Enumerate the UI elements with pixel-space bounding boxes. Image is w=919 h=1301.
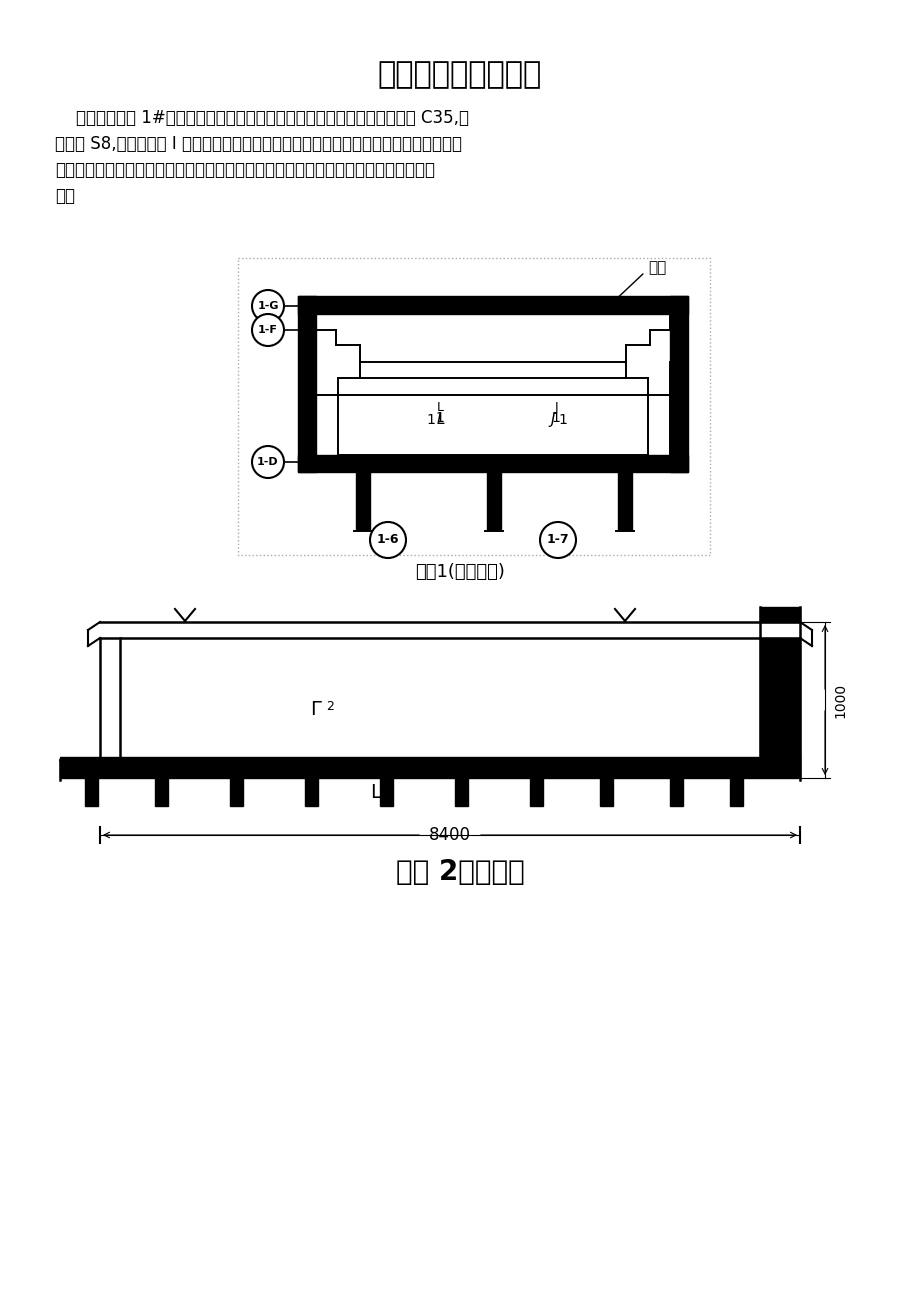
Polygon shape [154, 778, 168, 807]
Polygon shape [486, 472, 501, 530]
Text: L: L [369, 783, 380, 803]
Circle shape [539, 522, 575, 558]
Polygon shape [356, 472, 369, 530]
Circle shape [252, 314, 284, 346]
Polygon shape [669, 297, 687, 472]
Polygon shape [669, 778, 682, 807]
Text: 部位 2（外墙）: 部位 2（外墙） [395, 857, 524, 886]
Polygon shape [298, 297, 315, 472]
Text: 地下室试水施工方案: 地下室试水施工方案 [378, 61, 541, 90]
Text: 1000: 1000 [832, 683, 846, 718]
Text: 风口: 风口 [647, 260, 665, 276]
Text: 下室工程主体已施工完毕，我项目部拟采用局部试水方案进行试水检测，试水部位见下: 下室工程主体已施工完毕，我项目部拟采用局部试水方案进行试水检测，试水部位见下 [55, 161, 435, 180]
Polygon shape [759, 608, 800, 622]
Text: 1: 1 [435, 411, 444, 425]
Polygon shape [599, 778, 612, 807]
Polygon shape [759, 637, 800, 775]
Text: 七星四季花园 1#楼工程，地下二层设计采用防水密实性混凝土，强度等级 C35,抗: 七星四季花园 1#楼工程，地下二层设计采用防水密实性混凝土，强度等级 C35,抗 [55, 109, 469, 127]
Text: 图：: 图： [55, 187, 75, 206]
Text: Γ: Γ [310, 700, 321, 719]
Circle shape [369, 522, 405, 558]
Polygon shape [298, 455, 687, 472]
Text: J: J [553, 402, 557, 415]
Circle shape [252, 290, 284, 323]
Text: 1-G: 1-G [257, 301, 278, 311]
Polygon shape [305, 778, 318, 807]
Text: L: L [437, 412, 445, 428]
Text: 1-D: 1-D [257, 457, 278, 467]
Text: 1-6: 1-6 [377, 533, 399, 546]
Text: J: J [550, 412, 554, 428]
Polygon shape [380, 778, 392, 807]
Text: 2: 2 [384, 783, 392, 796]
Polygon shape [60, 757, 800, 778]
Text: 1-7: 1-7 [546, 533, 569, 546]
Text: 1: 1 [425, 412, 435, 427]
Polygon shape [729, 778, 743, 807]
Text: 1: 1 [558, 412, 566, 427]
Circle shape [252, 446, 284, 477]
Text: 8400: 8400 [428, 826, 471, 844]
Polygon shape [230, 778, 243, 807]
Polygon shape [618, 472, 631, 530]
Polygon shape [298, 297, 687, 314]
Text: 1: 1 [551, 411, 560, 425]
Text: 1-F: 1-F [258, 325, 278, 334]
Polygon shape [455, 778, 468, 807]
Polygon shape [529, 778, 542, 807]
Text: 2: 2 [325, 700, 334, 713]
Text: L: L [436, 402, 443, 415]
Polygon shape [85, 778, 98, 807]
Text: 渗等级 S8,防水等级为 I 级。我项目部按照设计及《地下工程防水技术规范》施工。现地: 渗等级 S8,防水等级为 I 级。我项目部按照设计及《地下工程防水技术规范》施工… [55, 135, 461, 154]
Text: 部位1(三号口部): 部位1(三号口部) [414, 563, 505, 582]
